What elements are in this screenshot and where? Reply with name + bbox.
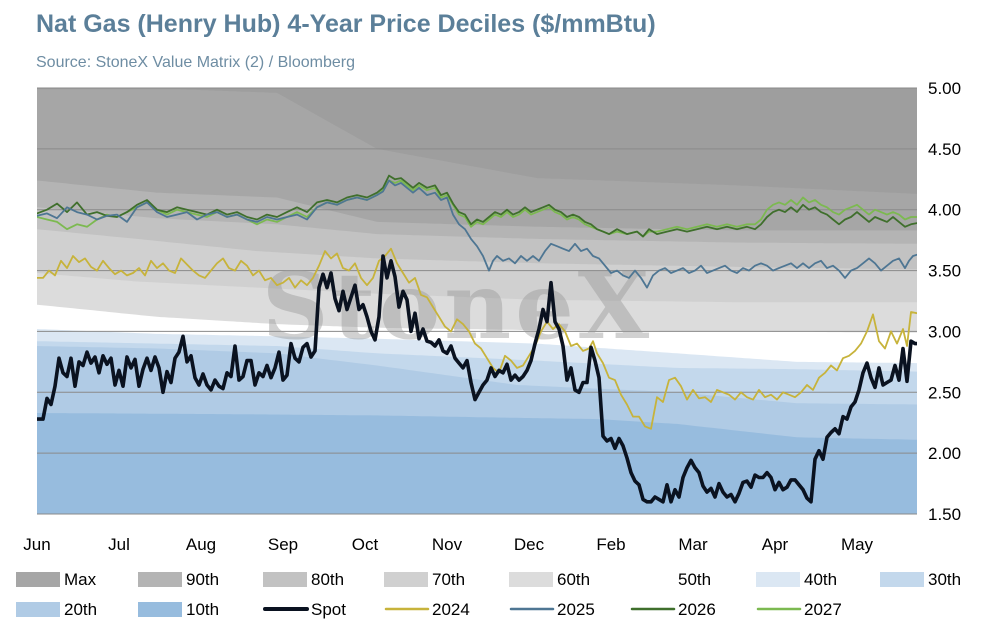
chart-title: Nat Gas (Henry Hub) 4-Year Price Deciles… [36, 10, 656, 38]
legend-label-30th: 30th [928, 570, 961, 589]
decile-bands [37, 88, 917, 514]
band-10th [37, 413, 917, 514]
legend: Max 90th 80th 70th 60th 50th 40th 30th 20th 10th S… [16, 570, 961, 619]
x-tick-label: Jul [108, 535, 130, 554]
x-axis: Jun Jul Aug Sep Oct Nov Dec Feb Mar Apr May [23, 535, 873, 554]
x-tick-label: Aug [186, 535, 216, 554]
y-axis: 1.50 2.00 2.50 3.00 3.50 4.00 4.50 5.00 [928, 79, 961, 524]
legend-swatch-40th [756, 572, 800, 587]
y-tick-label: 4.50 [928, 140, 961, 159]
legend-swatch-60th [509, 572, 553, 587]
x-tick-label: Feb [596, 535, 625, 554]
legend-swatch-30th [880, 572, 924, 587]
x-tick-label: May [841, 535, 874, 554]
y-tick-label: 1.50 [928, 505, 961, 524]
x-tick-label: Oct [352, 535, 379, 554]
series-line-2024 [37, 247, 917, 430]
legend-label-2025: 2025 [557, 600, 595, 619]
legend-label-max: Max [64, 570, 97, 589]
legend-swatch-90th [138, 572, 182, 587]
series-line-2025 [37, 179, 917, 289]
y-tick-label: 2.00 [928, 444, 961, 463]
legend-swatch-20th [16, 602, 60, 617]
chart-subtitle: Source: StoneX Value Matrix (2) / Bloomb… [36, 54, 355, 71]
legend-label-40th: 40th [804, 570, 837, 589]
legend-label-10th: 10th [186, 600, 219, 619]
series-line-2026 [37, 174, 917, 238]
legend-swatch-80th [263, 572, 307, 587]
legend-label-90th: 90th [186, 570, 219, 589]
legend-label-2026: 2026 [678, 600, 716, 619]
legend-swatch-50th [630, 572, 674, 587]
legend-label-50th: 50th [678, 570, 711, 589]
y-tick-label: 3.50 [928, 262, 961, 281]
y-tick-label: 5.00 [928, 79, 961, 98]
legend-label-2027: 2027 [804, 600, 842, 619]
legend-label-2024: 2024 [432, 600, 470, 619]
legend-label-spot: Spot [311, 600, 346, 619]
x-tick-label: Jun [23, 535, 50, 554]
series-line-spot [37, 254, 917, 504]
x-tick-label: Dec [514, 535, 545, 554]
legend-label-70th: 70th [432, 570, 465, 589]
y-tick-label: 4.00 [928, 201, 961, 220]
series-lines [37, 174, 917, 504]
legend-swatch-max [16, 572, 60, 587]
y-tick-label: 3.00 [928, 322, 961, 341]
x-tick-label: Apr [762, 535, 789, 554]
legend-label-60th: 60th [557, 570, 590, 589]
x-tick-label: Mar [678, 535, 708, 554]
legend-label-80th: 80th [311, 570, 344, 589]
y-tick-label: 2.50 [928, 383, 961, 402]
watermark: StoneX [262, 252, 653, 360]
legend-swatch-10th [138, 602, 182, 617]
x-tick-label: Sep [268, 535, 298, 554]
legend-swatch-70th [384, 572, 428, 587]
x-tick-label: Nov [432, 535, 463, 554]
legend-label-20th: 20th [64, 600, 97, 619]
